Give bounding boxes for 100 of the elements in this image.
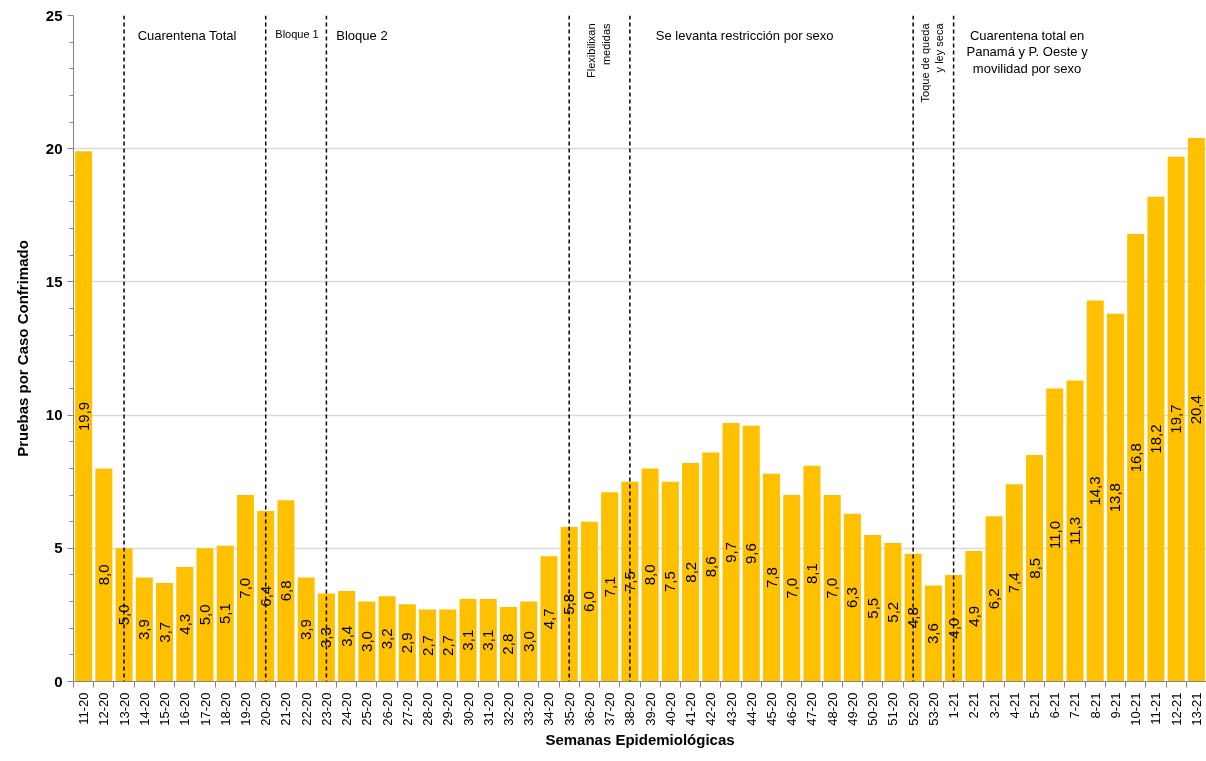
- bar: [277, 500, 295, 682]
- x-tick-label: 38-20: [622, 692, 638, 726]
- data-label: 6,4: [256, 585, 274, 607]
- bar: [338, 590, 356, 682]
- bar: [419, 609, 437, 682]
- data-label: 3,1: [459, 629, 477, 651]
- bar: [985, 516, 1003, 682]
- bar: [661, 481, 679, 682]
- x-tick-label: 40-20: [662, 692, 678, 726]
- x-axis-title: Semanas Epidemiológicas: [545, 730, 735, 748]
- bar: [216, 545, 234, 682]
- bar: [803, 465, 821, 682]
- x-tick-label: 1-21: [946, 692, 962, 719]
- bar: [1127, 233, 1145, 682]
- data-label: 3,0: [519, 631, 537, 652]
- bar: [1187, 138, 1205, 682]
- data-label: 11,0: [1045, 520, 1063, 550]
- x-tick-label: 42-20: [703, 692, 719, 726]
- ref-line-label: Toque de queda y ley seca: [919, 22, 946, 103]
- bar: [884, 542, 902, 682]
- data-label: 5,5: [863, 597, 881, 619]
- data-label: 2,7: [438, 635, 456, 656]
- data-label: 4,0: [944, 617, 962, 639]
- data-label: 13,8: [1106, 483, 1124, 513]
- bar: [783, 495, 801, 682]
- bar: [297, 577, 315, 682]
- data-label: 4,8: [904, 607, 922, 628]
- x-tick-label: 17-20: [197, 692, 213, 726]
- data-label: 9,6: [742, 543, 760, 565]
- bar: [257, 511, 275, 682]
- x-tick-label: 34-20: [541, 692, 557, 726]
- x-tick-label: 9-21: [1107, 692, 1123, 719]
- bar: [196, 548, 214, 682]
- x-tick-label: 4-21: [1006, 692, 1022, 719]
- bar: [1046, 388, 1064, 682]
- bar: [1106, 313, 1124, 682]
- data-label: 3,9: [297, 619, 315, 640]
- x-tick-label: 13-20: [116, 692, 132, 726]
- y-tick-label: 5: [54, 539, 63, 557]
- data-label: 8,6: [701, 556, 719, 578]
- bar: [1026, 455, 1044, 682]
- data-label: 2,8: [499, 633, 517, 655]
- x-tick-label: 24-20: [339, 692, 355, 726]
- bar: [924, 585, 942, 682]
- bar: [742, 425, 760, 682]
- data-label: 19,9: [74, 401, 92, 432]
- x-tick-label: 15-20: [157, 692, 173, 726]
- bar: [722, 423, 740, 682]
- x-tick-label: 32-20: [500, 692, 516, 726]
- data-label: 3,1: [479, 629, 497, 651]
- x-tick-label: 11-20: [76, 692, 92, 725]
- data-label: 5,2: [883, 601, 901, 623]
- ref-line-label: Bloque 1: [275, 27, 319, 40]
- ref-line-label: Cuarentena total en Panamá y P. Oeste y movilidad por sexo: [966, 27, 1089, 77]
- bar: [459, 598, 477, 682]
- bar: [1147, 196, 1165, 682]
- bar: [682, 463, 700, 682]
- bar: [398, 604, 416, 682]
- bar: [358, 601, 376, 682]
- data-label: 6,8: [276, 580, 294, 602]
- bar: [580, 521, 598, 682]
- bar: [601, 492, 619, 682]
- y-tick-label: 0: [54, 672, 63, 690]
- data-label: 2,7: [418, 635, 436, 656]
- data-label: 18,2: [1146, 424, 1164, 454]
- data-label: 7,8: [762, 567, 780, 589]
- ref-line-label: Bloque 2: [336, 27, 388, 43]
- x-tick-label: 7-21: [1067, 692, 1083, 719]
- x-tick-label: 14-20: [136, 692, 152, 726]
- data-label: 7,5: [661, 571, 679, 593]
- x-tick-label: 12-20: [96, 692, 112, 726]
- data-label: 14,3: [1086, 476, 1104, 506]
- bar: [1066, 380, 1084, 682]
- x-tick-label: 8-21: [1087, 692, 1103, 719]
- x-tick-label: 31-20: [480, 692, 496, 726]
- x-tick-label: 6-21: [1047, 692, 1063, 719]
- bar: [702, 452, 720, 682]
- data-label: 7,0: [236, 577, 254, 599]
- x-tick-label: 44-20: [743, 692, 759, 726]
- data-label: 3,7: [155, 621, 173, 643]
- x-tick-label: 11-21: [1148, 692, 1164, 725]
- data-label: 7,4: [1005, 572, 1023, 594]
- x-tick-label: 12-21: [1168, 692, 1184, 726]
- data-label: 3,4: [337, 625, 355, 647]
- bar: [1167, 156, 1185, 682]
- x-tick-label: 50-20: [865, 692, 881, 726]
- bar: [641, 468, 659, 682]
- x-tick-label: 33-20: [521, 692, 537, 726]
- x-tick-label: 28-20: [420, 692, 436, 726]
- bar: [843, 513, 861, 682]
- data-label: 3,3: [317, 627, 335, 648]
- x-tick-label: 25-20: [359, 692, 375, 726]
- ref-line-label: Cuarentena Total: [137, 27, 237, 43]
- data-label: 5,8: [560, 593, 578, 615]
- bar: [176, 566, 194, 682]
- data-label: 16,8: [1126, 443, 1144, 473]
- data-label: 3,6: [924, 623, 942, 644]
- x-tick-label: 52-20: [905, 692, 921, 726]
- x-tick-label: 29-20: [440, 692, 456, 726]
- bar: [763, 473, 781, 682]
